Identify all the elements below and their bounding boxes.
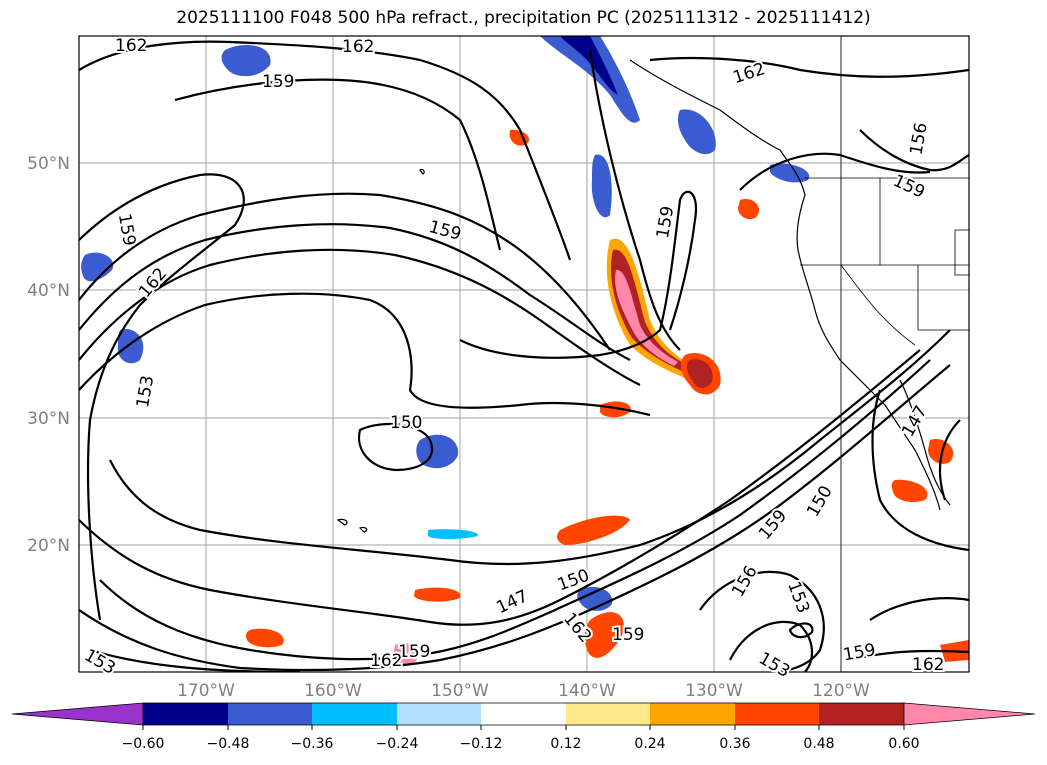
colorbar-ticks	[142, 725, 905, 730]
lon-label-150w: 150°W	[431, 681, 489, 701]
colorbar-tick-label: 0.24	[634, 736, 665, 752]
lat-label-20n: 20°N	[27, 536, 70, 556]
colorbar-segment	[566, 703, 650, 725]
lat-label-40n: 40°N	[27, 281, 70, 301]
contour-label: 159	[842, 640, 877, 665]
colorbar-segment	[481, 703, 566, 725]
colorbar-segment	[397, 703, 481, 725]
borders	[800, 36, 969, 672]
colorbar-extend-high	[903, 702, 1036, 726]
colorbar-tick-label: −0.36	[291, 736, 334, 752]
colorbar-tick-label: 0.36	[719, 736, 750, 752]
colorbar-tick-label: 0.60	[888, 736, 919, 752]
lon-label-130w: 130°W	[685, 681, 743, 701]
lat-label-30n: 30°N	[27, 409, 70, 429]
longitude-labels: 170°W 160°W 150°W 140°W 130°W 120°W	[177, 681, 870, 701]
contour-label: 162	[370, 651, 402, 671]
lon-label-120w: 120°W	[812, 681, 870, 701]
colorbar-segment	[143, 703, 228, 725]
coastlines	[336, 59, 951, 533]
colorbar-tick-label: −0.24	[376, 736, 419, 752]
lon-label-160w: 160°W	[304, 681, 362, 701]
map-title: 2025111100 F048 500 hPa refract., precip…	[176, 8, 871, 28]
contour-label: 162	[115, 36, 147, 56]
colorbar-segment	[735, 703, 819, 725]
colorbar-tick-label: −0.60	[122, 736, 165, 752]
lon-label-140w: 140°W	[558, 681, 616, 701]
contour-label: 159	[398, 642, 430, 662]
map-frame	[78, 35, 970, 673]
lon-label-170w: 170°W	[177, 681, 235, 701]
contour-label: 159	[612, 625, 644, 645]
lat-label-50n: 50°N	[27, 154, 70, 174]
precipitation-shading	[81, 36, 969, 667]
colorbar-segment	[312, 703, 397, 725]
latitude-labels: 50°N 40°N 30°N 20°N	[27, 154, 70, 556]
contour-label: 150	[390, 413, 422, 433]
colorbar-tick-label: 0.48	[803, 736, 834, 752]
colorbar-tick-label: 0.12	[550, 736, 581, 752]
colorbar-segment	[650, 703, 735, 725]
colorbar-extend-low	[11, 702, 144, 726]
colorbar-segment	[819, 703, 904, 725]
contour-label: 162	[342, 37, 374, 57]
refractivity-contours	[79, 40, 969, 672]
contour-label: 162	[912, 655, 944, 675]
contour-label: 159	[262, 72, 294, 92]
colorbar-tick-label: −0.48	[207, 736, 250, 752]
colorbar: −0.60 −0.48 −0.36 −0.24 −0.12 0.12 0.24 …	[11, 702, 1036, 752]
colorbar-segment	[228, 703, 312, 725]
colorbar-tick-label: −0.12	[460, 736, 503, 752]
